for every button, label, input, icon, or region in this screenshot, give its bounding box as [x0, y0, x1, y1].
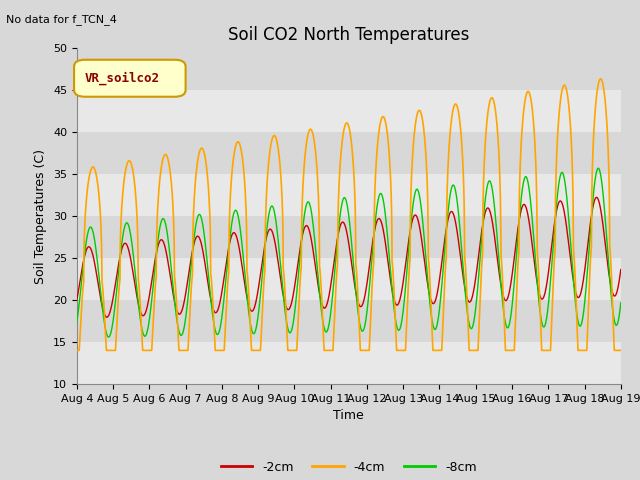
Bar [77, 174, 621, 216]
Bar [77, 258, 621, 300]
Bar [77, 342, 621, 384]
FancyBboxPatch shape [74, 60, 186, 97]
Text: VR_soilco2: VR_soilco2 [85, 72, 160, 85]
Text: No data for f_TCN_4: No data for f_TCN_4 [6, 14, 117, 25]
Bar [77, 132, 621, 174]
Bar [77, 90, 621, 132]
Legend: -2cm, -4cm, -8cm: -2cm, -4cm, -8cm [216, 456, 482, 479]
Y-axis label: Soil Temperatures (C): Soil Temperatures (C) [35, 148, 47, 284]
Bar [77, 48, 621, 90]
Bar [77, 300, 621, 342]
Title: Soil CO2 North Temperatures: Soil CO2 North Temperatures [228, 25, 470, 44]
Bar [77, 216, 621, 258]
X-axis label: Time: Time [333, 409, 364, 422]
